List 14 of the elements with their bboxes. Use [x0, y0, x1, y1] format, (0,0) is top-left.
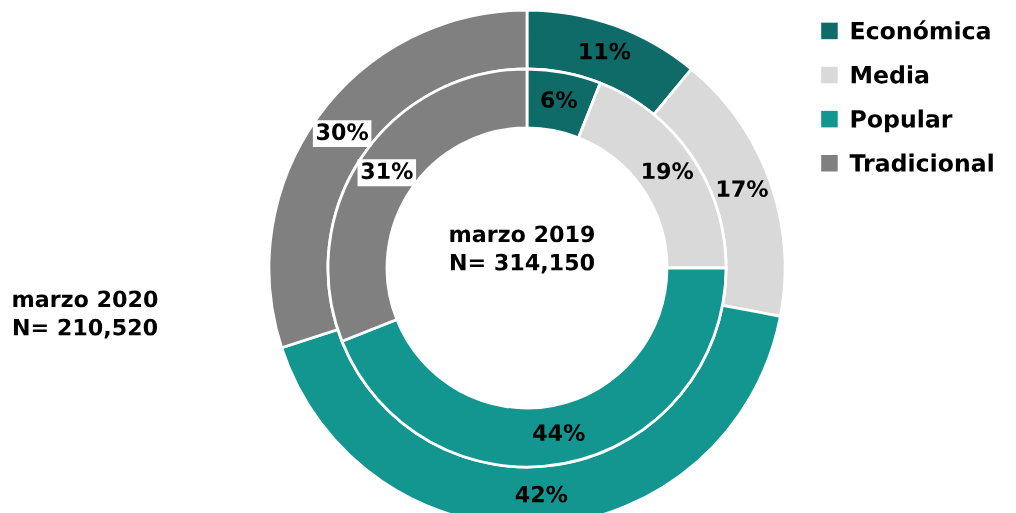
- data-label: 11%: [580, 42, 631, 60]
- data-label: 17%: [717, 180, 768, 198]
- legend-label: Económica: [851, 20, 990, 40]
- data-label: 31%: [361, 162, 413, 180]
- data-label: 6%: [541, 91, 577, 108]
- legend-label: Media: [851, 65, 929, 84]
- legend-label: Tradicional: [849, 153, 993, 172]
- data-label: 44%: [533, 424, 585, 441]
- data-label: 30%: [317, 123, 369, 141]
- text: marzo 2020 N= 210,520: [13, 290, 158, 339]
- legend-label: Popular: [851, 109, 953, 133]
- data-label: 42%: [515, 485, 568, 503]
- text: marzo 2019 N= 314,150: [450, 225, 595, 274]
- data-label: 19%: [643, 162, 694, 180]
